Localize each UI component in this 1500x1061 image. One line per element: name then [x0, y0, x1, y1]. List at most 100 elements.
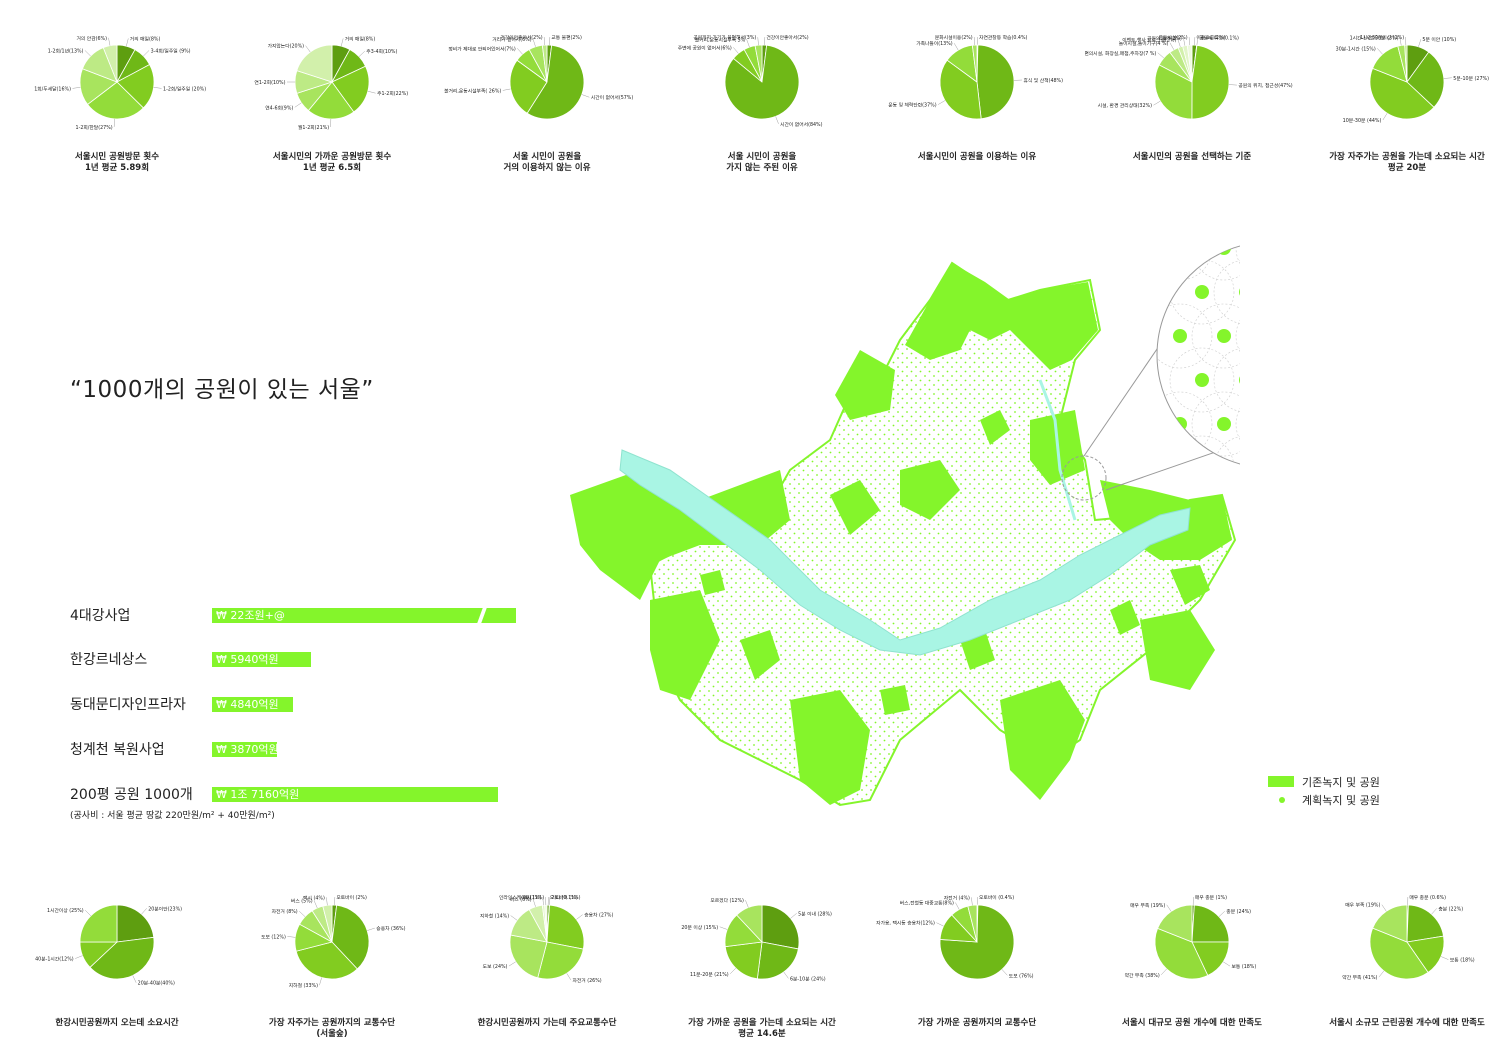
pie-leader-line: [757, 37, 759, 46]
pie-leader-line: [510, 915, 518, 921]
pie-leader-line: [287, 936, 296, 938]
pie-leader-line: [358, 51, 365, 57]
pie-slice: [1154, 64, 1193, 120]
pie-slice-label: 매우 부족 (19%): [1130, 902, 1165, 909]
pie-leader-line: [1443, 77, 1452, 79]
pie-title: 가장 가까운 공원을 가는데 소요되는 시간 평균 14.6분: [655, 1018, 869, 1040]
pie-slice-label: 편의시설, 화장실,매점,주차장(7 %): [1085, 50, 1156, 57]
pie-svg: 5분 이안 (10%) 5분-10분 (27%) 10분-30분 (44%) 30분-…: [1336, 34, 1489, 124]
pie-slice: [331, 904, 370, 970]
pie-slice-label: 자전거 (26%): [572, 977, 601, 984]
pie-slice: [756, 941, 799, 980]
pie-slice-label: 문화시설이용(2%): [935, 34, 973, 41]
pie-title-line: 서울시민 공원방문 횟수: [74, 152, 160, 162]
pie-slice-label: 거의 안감(6%): [76, 35, 107, 42]
cost-note: (공사비 : 서울 평균 땅값 220만원/m² + 40만원/m²): [70, 811, 275, 821]
pie-slice-label: 충분 (22%): [1438, 905, 1463, 912]
legend-planned-label: 계획녹지 및 공원: [1302, 794, 1380, 807]
pie-slice-label: 도보 (24%): [483, 964, 508, 970]
pie-slice: [1154, 927, 1209, 980]
pie-leader-line: [542, 897, 544, 906]
pie-slice: [541, 44, 548, 83]
pie-slice-label: 볼거리,운동시설부족( 26%): [444, 87, 501, 94]
pie-leader-line: [326, 897, 328, 906]
planned-park-dot: [1195, 285, 1209, 299]
pie-leader-line: [367, 91, 376, 94]
pie-leader-line: [141, 908, 147, 915]
pie-leader-line: [1378, 970, 1385, 978]
pie-leader-line: [294, 102, 302, 108]
pie-leader-line: [746, 39, 750, 48]
pie-leader-line: [313, 900, 318, 909]
pie-svg: 이용요금(2%)공원의 특성(0.1%) 공원의 위치, 접근성(47%) 시설, …: [1085, 34, 1293, 120]
cost-value: ₩ 22조원+@: [216, 609, 285, 622]
pie-slice-label: 약간 부족 (41%): [1342, 974, 1377, 981]
coverage-ring: [1191, 303, 1240, 369]
pie-leader-line: [1196, 37, 1199, 46]
pie-slice-label: 교통 불편(2%): [551, 34, 582, 41]
pie-slice-label: 주3-4회(10%): [366, 48, 397, 55]
pie-leader-line: [549, 897, 551, 906]
pie-title-line: 가장 가까운 공원까지의 교통수단: [917, 1018, 1037, 1028]
pie-leader-line: [1382, 113, 1388, 121]
pie-slice-label: 시설, 환경 관리상태(32%): [1098, 102, 1152, 109]
pie-leader-line: [937, 100, 946, 105]
pie-slice-label: 10분-30분 (44%): [1343, 118, 1382, 124]
cost-label: 4대강사업: [70, 608, 131, 624]
pie-slice: [116, 904, 155, 943]
pie-chart-6: 이용요금(2%) 공원의 특성(0.1%) 공원의 위치, 접근성(47%) 시설, …: [1085, 22, 1299, 172]
pie-leader-line: [108, 37, 111, 46]
planned-park-dot: [1217, 417, 1231, 431]
pie-title: 가장 자주가는 공원까지의 교통수단 (서울숲): [225, 1018, 439, 1040]
pie-leader-line: [954, 43, 959, 51]
pie-slice: [976, 44, 1015, 120]
coverage-ring: [1157, 303, 1213, 369]
pie-slice-label: 20분이안(23%): [148, 905, 182, 912]
cost-value: ₩ 3870억원: [216, 743, 279, 756]
pie-leader-line: [576, 914, 583, 920]
coverage-ring: [1235, 242, 1240, 281]
pie-leader-line: [973, 37, 975, 46]
pie-slice: [1369, 927, 1429, 980]
pie-slice: [1372, 904, 1408, 943]
pie-leader-line: [367, 927, 375, 931]
pie-title-line: 가장 자주가는 공원까지의 교통수단: [268, 1018, 396, 1028]
pie-slice-label: 지하철 (14%): [480, 913, 509, 920]
pie-slice-label: 운동시설(2%): [1159, 34, 1188, 41]
pie-slice-label: 거리가 멀어서(6%): [492, 36, 531, 43]
pie-chart-13: 매우 충분 (1%) 충분 (24%) 보통 (18%) 약간 부족 (38%) 매우 …: [1085, 882, 1299, 1032]
cost-bar: [212, 697, 293, 712]
pie-title-line: 서울 시민이 공원을: [727, 152, 797, 162]
legend-swatch: [1268, 776, 1294, 787]
pie-slice-label: 거의 매일(8%): [345, 35, 376, 42]
pie-slice: [1406, 51, 1445, 108]
pie-title: 서울 시민이 공원을 거의 이용하지 않는 이유: [440, 152, 654, 174]
pie-leader-line: [1440, 956, 1449, 960]
pie-title-line: 거의 이용하지 않는 이유: [503, 163, 591, 173]
pie-title: 서울시 대규모 공원 개수에 대한 만족도: [1085, 1018, 1299, 1029]
pie-svg: 매우 충분 (0.6%) 충분 (22%) 보통 (18%) 약간 부족 (41%) 매…: [1342, 894, 1474, 981]
pie-slice-label: 모르겠다 (12%): [710, 897, 744, 904]
pie-slice-label: 연4-6회(9%): [265, 104, 293, 111]
pie-leader-line: [143, 50, 150, 57]
pie-slice-label: 1회/두세달(16%): [34, 85, 71, 92]
pie-chart-2: 거의 매일(8%) 주3-4회(10%) 주1-2회(22%) 월1-2회(21%) 연…: [225, 22, 439, 173]
cost-label: 동대문디자인프라자: [70, 697, 186, 713]
pie-slice: [1191, 44, 1230, 120]
zoom-detail: 250m: [1156, 242, 1240, 468]
pie-slice-label: 이용요금(2%): [1196, 34, 1225, 41]
pie-slice: [754, 44, 763, 83]
pie-leader-line: [719, 926, 728, 930]
pie-slice-label: 주1-2회(22%): [377, 90, 408, 97]
pie-title-line: 서울 시민이 공원을: [512, 152, 582, 162]
pie-chart-8: 20분이안(23%) 20분-40분(40%) 40분-1시간(12%) 1시간이상 …: [10, 882, 224, 1032]
pie-title-line: 서울시민의 공원을 선택하는 기준: [1132, 152, 1252, 162]
pie-leader-line: [517, 48, 523, 55]
pie-slice-label: 지하철 (33%): [289, 982, 318, 989]
pie-chart-5: 자연관찰등 학습(0.4%) 휴식 및 산책(48%) 운동 및 체력단련(37%)…: [870, 22, 1084, 172]
pie-leader-line: [1166, 904, 1172, 912]
pie-title-line: 서울시민의 가까운 공원방문 횟수: [272, 152, 392, 162]
pie-leader-line: [75, 955, 83, 959]
pie-title-line: 한강시민공원까지 가는데 주요교통수단: [477, 1018, 617, 1028]
pie-slice-label: 40분-1시간(12%): [35, 956, 74, 963]
